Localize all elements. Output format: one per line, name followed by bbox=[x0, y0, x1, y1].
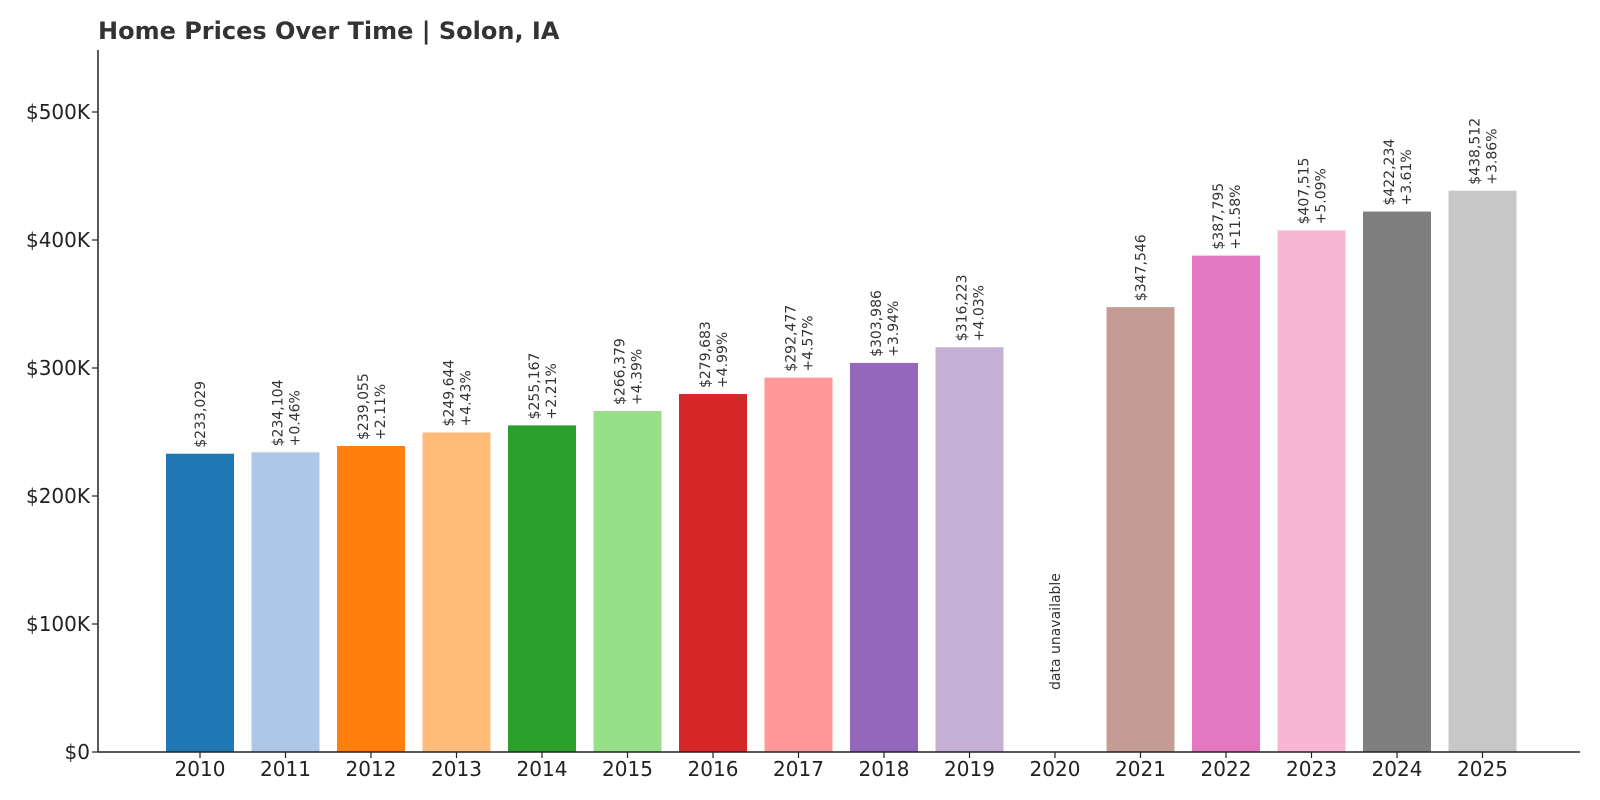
change-label: +3.61% bbox=[1399, 149, 1415, 205]
x-tick-label: 2017 bbox=[773, 757, 824, 781]
x-tick-label: 2016 bbox=[688, 757, 739, 781]
value-label: $234,104 bbox=[271, 379, 287, 446]
change-label: +2.21% bbox=[544, 363, 560, 419]
x-tick-label: 2019 bbox=[944, 757, 995, 781]
y-axis: $0 $100K $200K $300K $400K $500K bbox=[26, 50, 99, 764]
change-label: +0.46% bbox=[288, 390, 304, 446]
data-labels: $233,029 $234,104 +0.46% $239,055 +2.11% $249… bbox=[193, 118, 1501, 690]
x-tick-label: 2021 bbox=[1115, 757, 1166, 781]
x-axis: 2010 2011 2012 2013 2014 2015 2016 2017 2018 2019… bbox=[98, 751, 1580, 781]
bar-2025 bbox=[1448, 190, 1517, 752]
x-tick-label: 2011 bbox=[260, 757, 311, 781]
bar-2023 bbox=[1277, 230, 1346, 752]
value-label: $316,223 bbox=[955, 274, 971, 341]
x-tick-label: 2012 bbox=[346, 757, 397, 781]
bar-2022 bbox=[1192, 255, 1260, 752]
value-label: $347,546 bbox=[1134, 234, 1150, 301]
y-tick-label: $0 bbox=[65, 740, 90, 764]
bar-2010 bbox=[166, 453, 234, 752]
change-label: +4.99% bbox=[715, 332, 731, 388]
x-tick-label: 2014 bbox=[517, 757, 568, 781]
x-tick-label: 2020 bbox=[1030, 757, 1081, 781]
bar-2017 bbox=[764, 377, 833, 752]
bar-2015 bbox=[593, 411, 662, 752]
change-label: +11.58% bbox=[1228, 184, 1244, 249]
value-label: $407,515 bbox=[1297, 158, 1313, 225]
x-tick-label: 2025 bbox=[1457, 757, 1508, 781]
change-label: +5.09% bbox=[1314, 168, 1330, 224]
x-tick-label: 2022 bbox=[1201, 757, 1252, 781]
y-tick-label: $200K bbox=[26, 484, 91, 508]
y-tick-label: $300K bbox=[26, 356, 91, 380]
change-label: +4.57% bbox=[801, 315, 817, 371]
bar-2013 bbox=[422, 432, 491, 752]
value-label: $239,055 bbox=[356, 373, 372, 440]
bar-2016 bbox=[679, 394, 747, 752]
y-tick-label: $100K bbox=[26, 612, 91, 636]
x-tick-label: 2018 bbox=[859, 757, 910, 781]
value-label: $266,379 bbox=[613, 338, 629, 405]
change-label: +3.86% bbox=[1485, 128, 1501, 184]
y-tick-label: $500K bbox=[26, 100, 91, 124]
value-label: $422,234 bbox=[1382, 139, 1398, 206]
bars bbox=[166, 190, 1517, 753]
chart-title: Home Prices Over Time | Solon, IA bbox=[98, 17, 560, 45]
value-label: $233,029 bbox=[193, 381, 209, 448]
bar-2021 bbox=[1106, 307, 1175, 752]
bar-2011 bbox=[251, 452, 320, 752]
x-tick-label: 2010 bbox=[175, 757, 226, 781]
bar-2012 bbox=[337, 446, 405, 752]
value-label: $303,986 bbox=[869, 290, 885, 357]
bar-2019 bbox=[935, 347, 1004, 752]
change-label: +4.43% bbox=[459, 370, 475, 426]
bar-2018 bbox=[850, 362, 918, 752]
value-label: $292,477 bbox=[784, 305, 800, 372]
value-label: $279,683 bbox=[698, 321, 714, 388]
y-tick-label: $400K bbox=[26, 228, 91, 252]
change-label: +2.11% bbox=[373, 384, 389, 440]
value-label: $249,644 bbox=[442, 360, 458, 427]
value-label: $255,167 bbox=[527, 353, 543, 420]
change-label: +3.94% bbox=[886, 301, 902, 357]
value-label: $438,512 bbox=[1468, 118, 1484, 185]
x-tick-label: 2024 bbox=[1372, 757, 1423, 781]
missing-data-label: data unavailable bbox=[1048, 573, 1064, 690]
change-label: +4.39% bbox=[630, 349, 646, 405]
x-tick-label: 2015 bbox=[602, 757, 653, 781]
bar-2014 bbox=[508, 425, 576, 752]
change-label: +4.03% bbox=[972, 285, 988, 341]
x-tick-label: 2013 bbox=[431, 757, 482, 781]
value-label: $387,795 bbox=[1211, 183, 1227, 250]
bar-2024 bbox=[1363, 211, 1431, 753]
x-tick-label: 2023 bbox=[1286, 757, 1337, 781]
